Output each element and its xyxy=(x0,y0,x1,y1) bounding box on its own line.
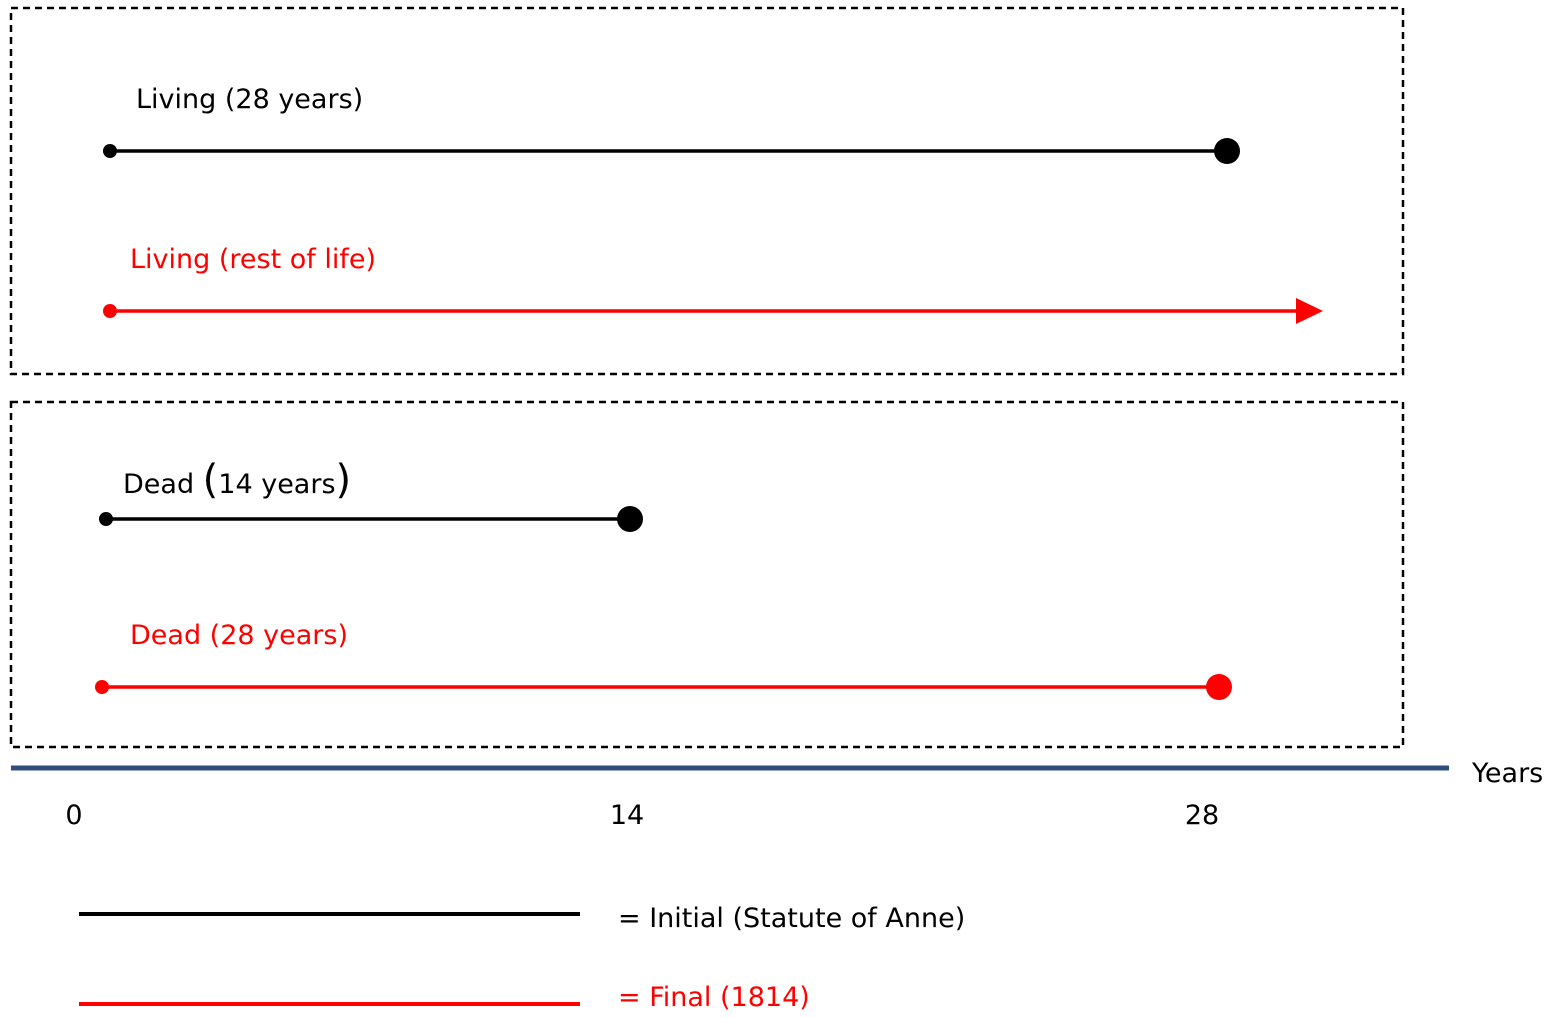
dead-final-start-dot xyxy=(95,680,109,694)
living-initial-label: Living (28 years) xyxy=(136,84,363,115)
living-initial-start-dot xyxy=(103,144,117,158)
axis-tick-14: 14 xyxy=(610,800,644,831)
dead-final-label: Dead (28 years) xyxy=(130,620,348,651)
dead-initial-label-open-paren: ( xyxy=(203,457,219,503)
dead-initial-label-inner: 14 years xyxy=(218,469,335,500)
living-final-arrow-head xyxy=(1296,298,1323,324)
axis-unit-label: Years xyxy=(1471,758,1543,789)
legend-initial-label: = Initial (Statute of Anne) xyxy=(618,903,965,934)
living-final-start-dot xyxy=(103,304,117,318)
living-initial-end-dot xyxy=(1214,138,1240,164)
dead-initial-label-close-paren: ) xyxy=(336,457,352,503)
axis-tick-28: 28 xyxy=(1185,800,1219,831)
living-final-label: Living (rest of life) xyxy=(130,244,376,275)
living-group-frame xyxy=(9,6,1405,376)
dead-initial-label-main: Dead xyxy=(123,469,203,500)
dead-initial-start-dot xyxy=(99,512,113,526)
dead-group-frame xyxy=(9,400,1405,749)
legend-final-label: = Final (1814) xyxy=(618,982,810,1013)
dead-final-end-dot xyxy=(1206,674,1232,700)
dead-initial-label: Dead (14 years) xyxy=(123,457,351,503)
dead-initial-end-dot xyxy=(617,506,643,532)
axis-tick-0: 0 xyxy=(65,800,82,831)
